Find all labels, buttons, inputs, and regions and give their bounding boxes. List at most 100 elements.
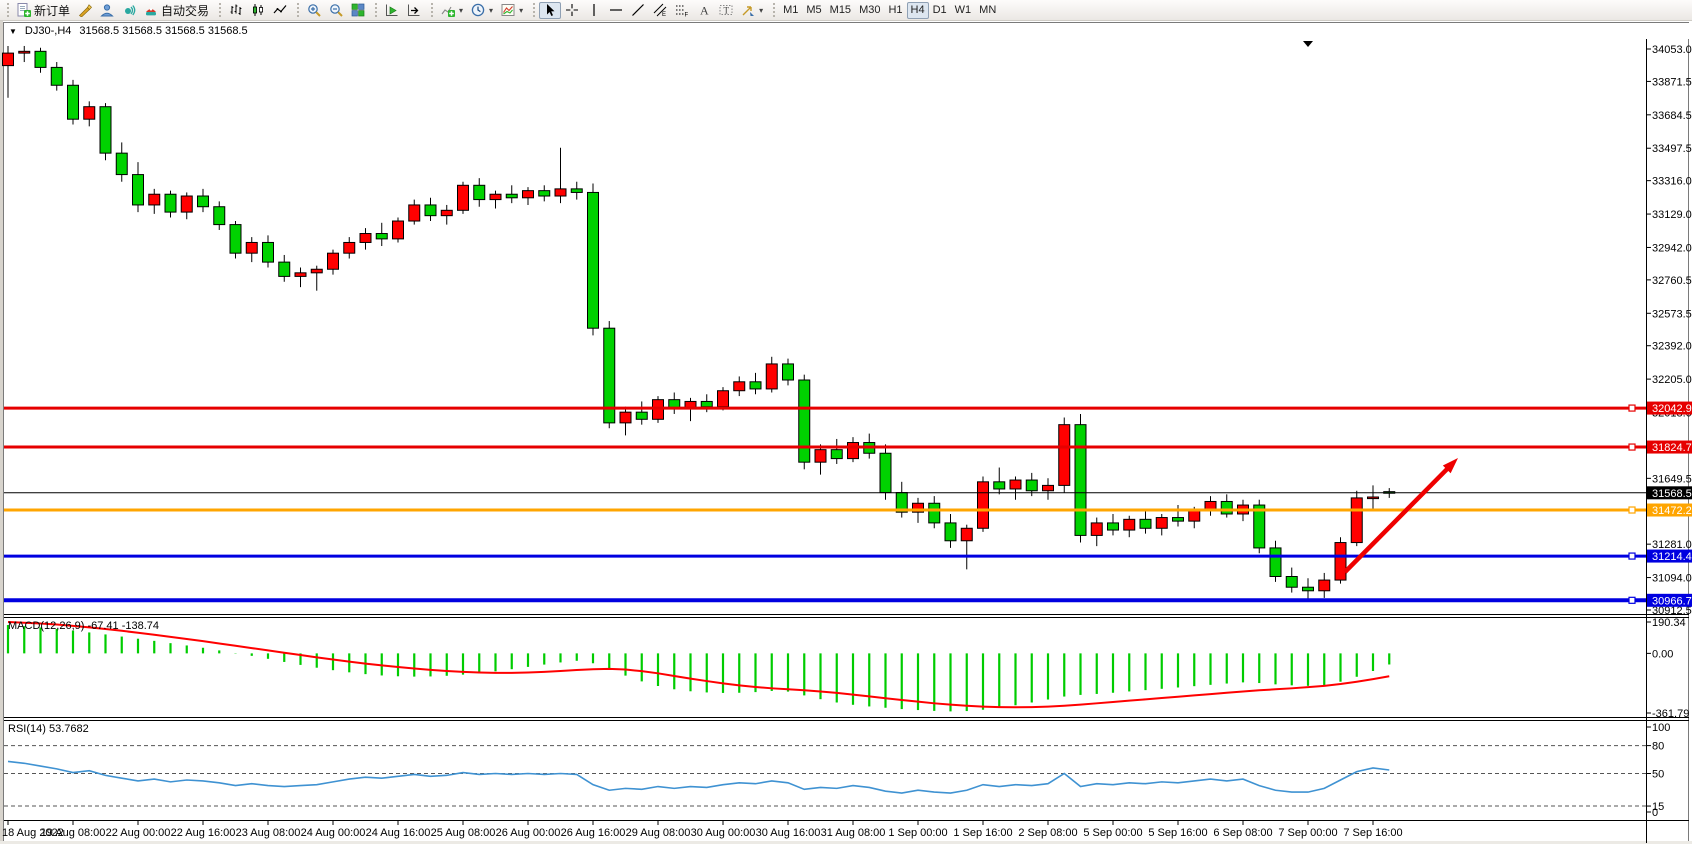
autotrading-button[interactable]: 自动交易: [140, 2, 213, 19]
svg-text:31824.7: 31824.7: [1652, 442, 1692, 454]
bar-chart-icon: [229, 3, 243, 17]
svg-text:100: 100: [1652, 722, 1670, 734]
svg-text:2 Sep 08:00: 2 Sep 08:00: [1018, 827, 1077, 839]
timeframe-m15[interactable]: M15: [826, 2, 855, 19]
timeframe-m30[interactable]: M30: [855, 2, 884, 19]
svg-text:E: E: [662, 12, 666, 17]
candlestick-button[interactable]: [247, 2, 269, 19]
timeframe-d1[interactable]: D1: [929, 2, 951, 19]
auto-scroll-button[interactable]: [381, 2, 403, 19]
svg-text:190.34: 190.34: [1652, 617, 1686, 629]
new-order-button-label: 新订单: [34, 3, 71, 18]
zoom-in-button[interactable]: [303, 2, 325, 19]
timeframe-label: H4: [910, 4, 925, 16]
svg-text:32042.9: 32042.9: [1652, 403, 1692, 415]
cursor-button[interactable]: [539, 1, 562, 19]
timeframe-m5[interactable]: M5: [802, 2, 825, 19]
trendline-button[interactable]: [627, 2, 649, 19]
macd-layer: [6, 621, 1391, 712]
svg-text:1 Sep 00:00: 1 Sep 00:00: [888, 827, 947, 839]
chevron-down-icon[interactable]: ▾: [759, 5, 764, 15]
svg-text:50: 50: [1652, 769, 1664, 781]
timeframe-m1[interactable]: M1: [779, 2, 802, 19]
chart-window: ▼ DJ30-,H4 31568.5 31568.5 31568.5 31568…: [3, 22, 1692, 842]
zoom-out-icon: [329, 3, 343, 17]
styles-button[interactable]: [74, 2, 96, 19]
crosshair-button[interactable]: [561, 2, 583, 19]
insert-group: ▾ ▾ ▾: [428, 0, 530, 20]
line-chart-button[interactable]: [269, 2, 291, 19]
svg-text:32205.0: 32205.0: [1652, 374, 1692, 386]
periods-button[interactable]: ▾: [467, 2, 497, 19]
channel-icon: E: [653, 3, 667, 18]
tile-windows-button[interactable]: [347, 2, 369, 19]
horizontal-lines-layer[interactable]: 32042.9 31824.7 31568.5 31472.2 31214.4 30966…: [4, 401, 1692, 608]
vertical-line-button[interactable]: [583, 2, 605, 19]
svg-text:24 Aug 00:00: 24 Aug 00:00: [301, 827, 366, 839]
macd-signal-line: [7, 621, 1390, 709]
timeframe-mn[interactable]: MN: [975, 2, 1000, 19]
timeframe-label: H1: [888, 4, 903, 16]
svg-text:31568.5: 31568.5: [1652, 488, 1692, 500]
svg-text:29 Aug 08:00: 29 Aug 08:00: [626, 827, 691, 839]
svg-text:7 Sep 16:00: 7 Sep 16:00: [1343, 827, 1402, 839]
arrows-icon: [741, 3, 755, 17]
chevron-down-icon[interactable]: ▾: [519, 5, 524, 15]
timeframe-label: M5: [806, 4, 822, 16]
chevron-down-icon[interactable]: ▾: [459, 5, 464, 15]
svg-text:31094.0: 31094.0: [1652, 573, 1692, 585]
chart-shift-marker: [1303, 41, 1313, 47]
trend-arrow[interactable]: [1343, 458, 1458, 574]
svg-text:31649.5: 31649.5: [1652, 473, 1692, 485]
arrows-button[interactable]: ▾: [737, 2, 767, 19]
fibonacci-button[interactable]: F: [671, 2, 693, 19]
window-left-border: [0, 21, 3, 844]
svg-text:30912.5: 30912.5: [1652, 605, 1692, 617]
text-button[interactable]: A: [693, 2, 715, 19]
svg-text:30 Aug 16:00: 30 Aug 16:00: [756, 827, 821, 839]
fibo-icon: F: [675, 3, 689, 19]
notifications-button[interactable]: [118, 2, 140, 19]
bar-chart-button[interactable]: [225, 2, 247, 19]
zoom-in-icon: [307, 3, 321, 17]
svg-text:6 Sep 08:00: 6 Sep 08:00: [1213, 827, 1272, 839]
new-order-button[interactable]: 新订单: [13, 2, 74, 19]
chart-symbol-period: DJ30-,H4: [24, 25, 72, 37]
draw-group: E F A T ▾: [530, 0, 770, 20]
zoom-out-button[interactable]: [325, 2, 347, 19]
svg-text:24 Aug 16:00: 24 Aug 16:00: [366, 827, 431, 839]
chevron-down-icon[interactable]: ▾: [489, 5, 494, 15]
horizontal-line-button[interactable]: [605, 2, 627, 19]
new-order-icon: [17, 3, 31, 17]
timeframe-label: M15: [829, 4, 852, 16]
indicators-button[interactable]: ▾: [437, 2, 467, 19]
channel-button[interactable]: E: [649, 2, 671, 19]
timeframe-h4[interactable]: H4: [906, 1, 929, 19]
periods-icon: [471, 3, 485, 17]
trendline-icon: [631, 3, 645, 17]
text-label-button[interactable]: T: [715, 2, 737, 19]
chart-quotes: 31568.5 31568.5 31568.5 31568.5: [79, 25, 248, 37]
timeframe-w1[interactable]: W1: [951, 2, 976, 19]
svg-text:32392.0: 32392.0: [1652, 341, 1692, 353]
chart-shift-icon: [407, 3, 421, 17]
hline-icon: [609, 3, 623, 17]
svg-text:33129.0: 33129.0: [1652, 209, 1692, 221]
chart-title-bar: ▼ DJ30-,H4 31568.5 31568.5 31568.5 31568…: [4, 23, 1692, 39]
tile-windows-icon: [351, 3, 365, 17]
svg-text:25 Aug 08:00: 25 Aug 08:00: [431, 827, 496, 839]
chart-shift-button[interactable]: [403, 2, 425, 19]
svg-text:A: A: [700, 4, 709, 18]
templates-button[interactable]: ▾: [497, 2, 527, 19]
profiles-icon: [100, 3, 114, 17]
timeframe-label: W1: [954, 4, 972, 16]
svg-text:22 Aug 00:00: 22 Aug 00:00: [106, 827, 171, 839]
profiles-button[interactable]: [96, 2, 118, 19]
autotrading-icon: [144, 3, 158, 17]
chevron-down-icon[interactable]: ▼: [9, 26, 17, 36]
svg-text:26 Aug 16:00: 26 Aug 16:00: [561, 827, 626, 839]
timeframe-h1[interactable]: H1: [884, 2, 906, 19]
price-axis: 34053.0 33871.5 33684.5 33497.5 33316.0 33129…: [1646, 44, 1692, 819]
